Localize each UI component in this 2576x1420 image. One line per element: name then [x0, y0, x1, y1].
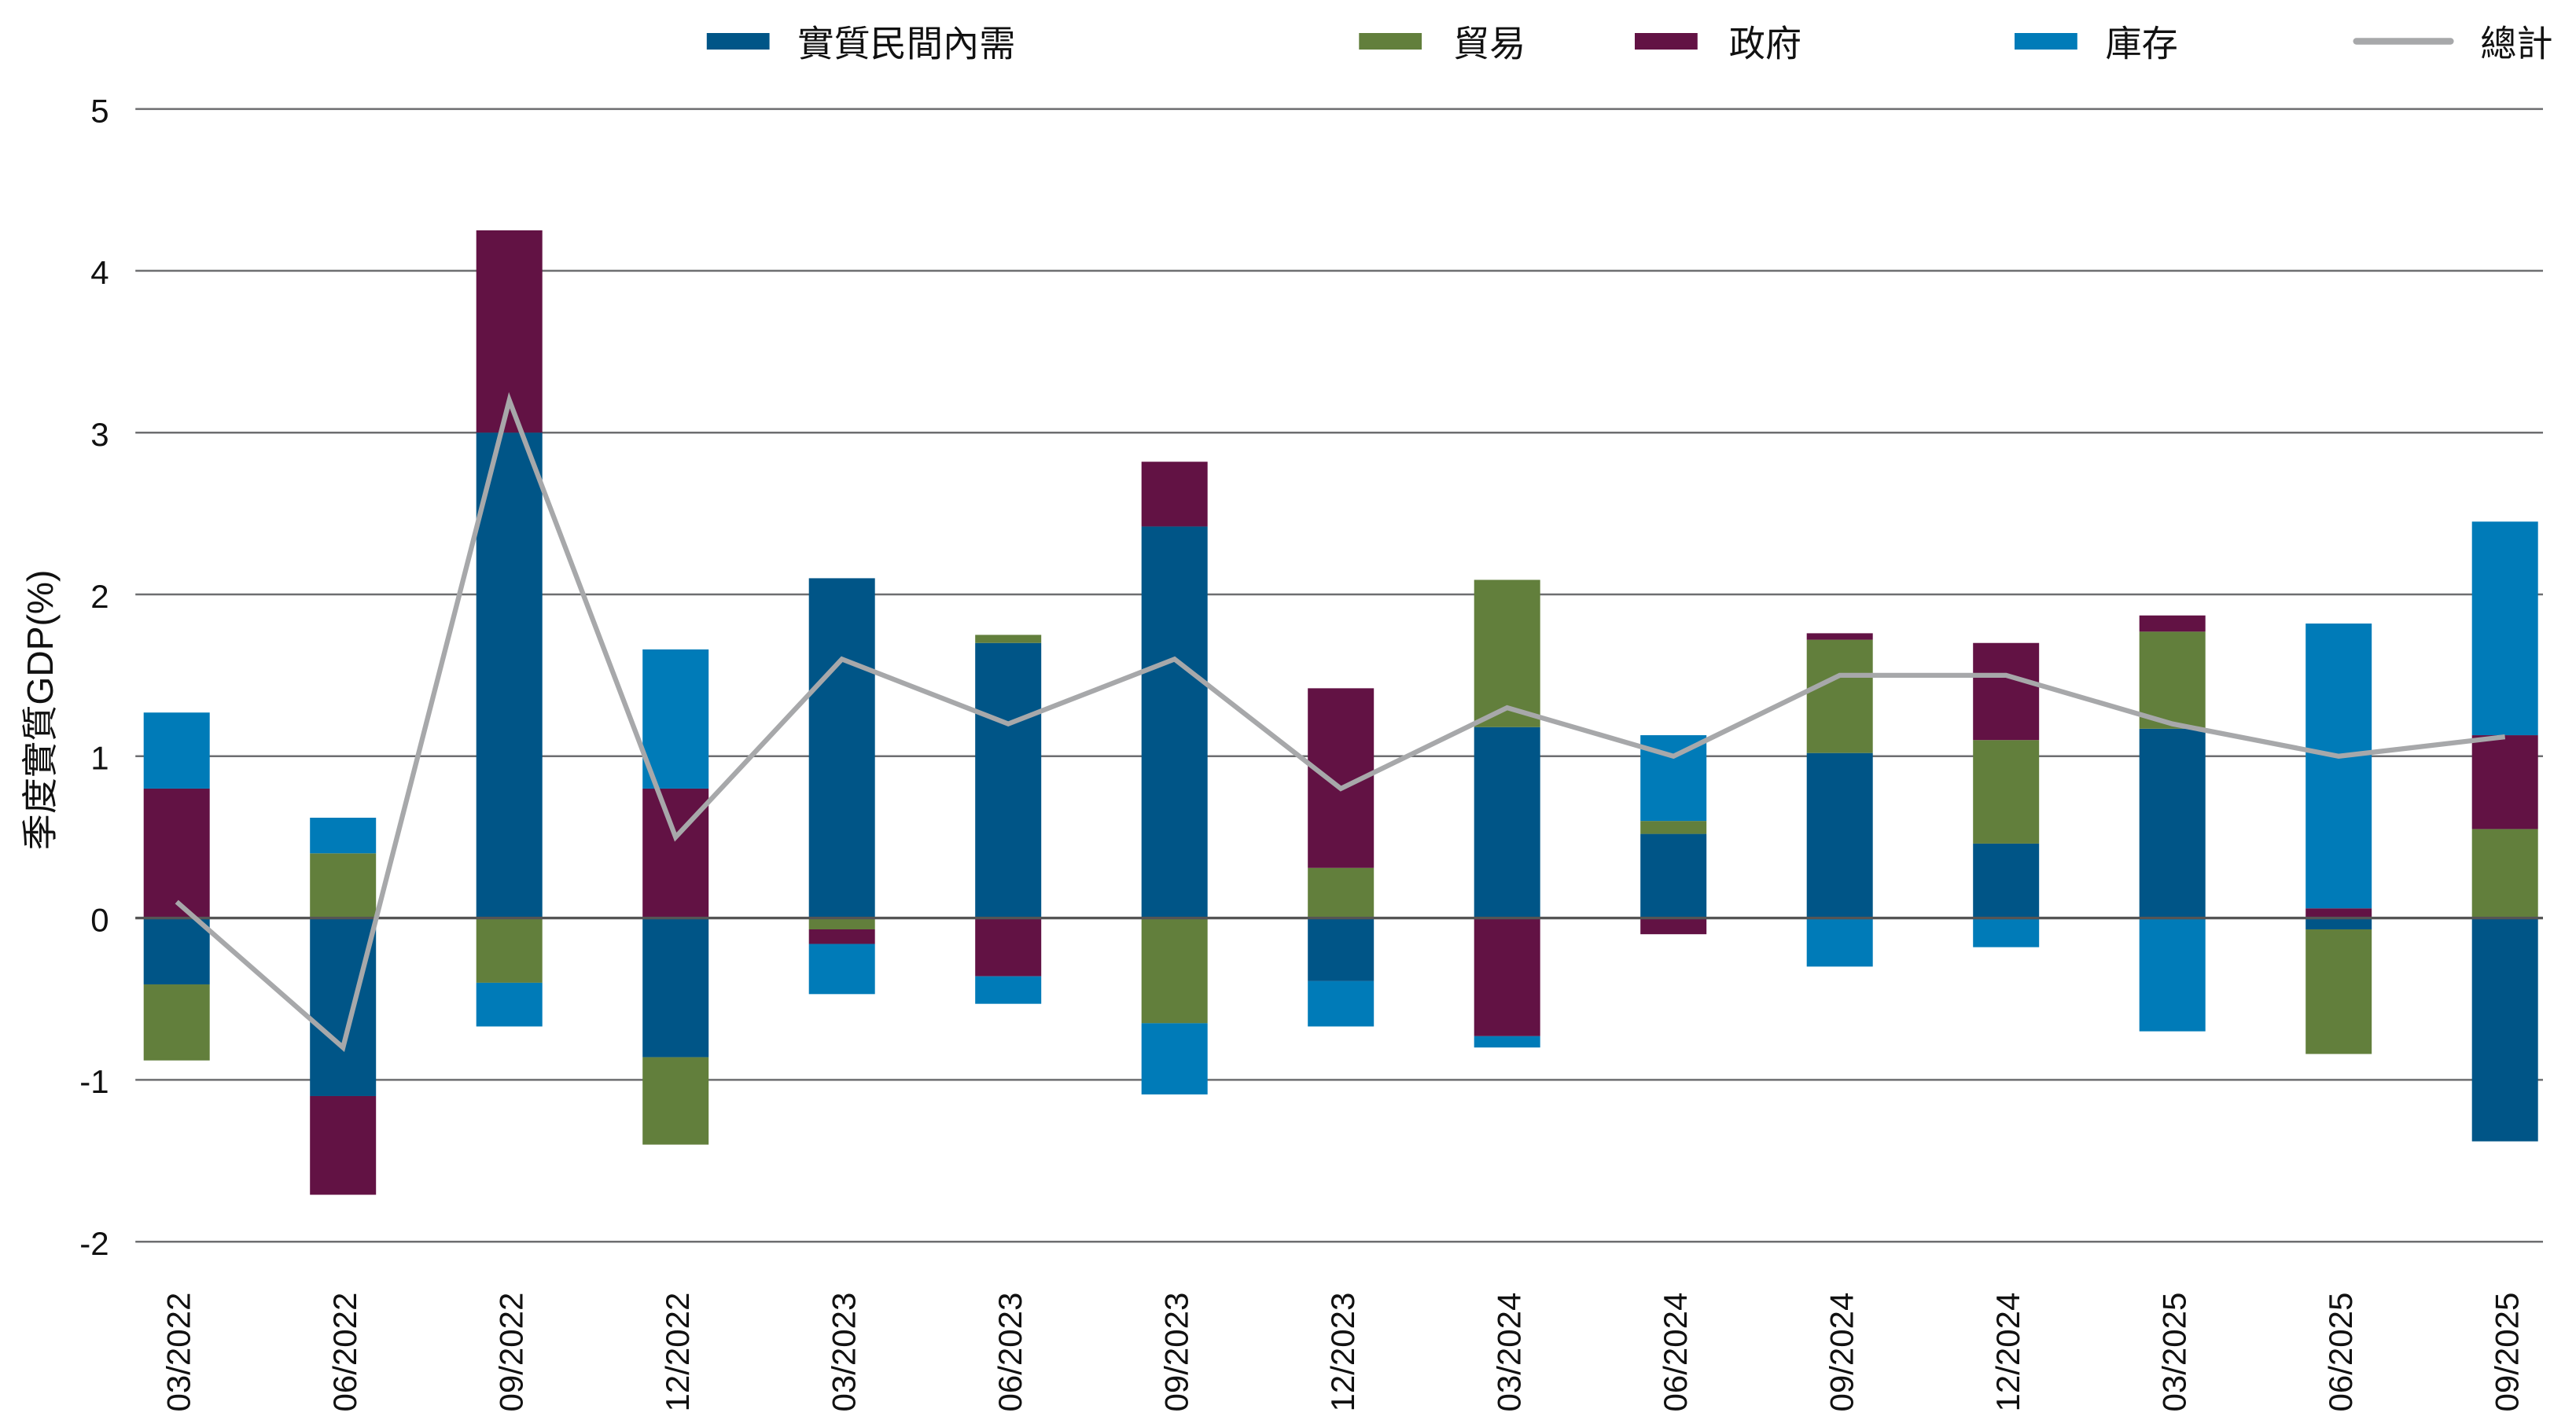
bar-segment — [642, 918, 709, 1058]
bar-segment — [2306, 918, 2372, 930]
bar-segment — [2139, 615, 2206, 632]
y-tick-label: 1 — [90, 740, 109, 777]
bar-segment — [1308, 980, 1374, 1027]
legend-label: 政府 — [1729, 23, 1801, 64]
y-axis-title: 季度實質GDP(%) — [20, 570, 61, 851]
bar-segment — [2306, 908, 2372, 918]
bar-segment — [1141, 918, 1208, 1024]
x-tick-label: 06/2024 — [1657, 1293, 1694, 1412]
bar-segment — [1141, 1023, 1208, 1094]
bar-segment — [808, 918, 875, 930]
y-tick-label: 0 — [90, 901, 109, 938]
bar-segment — [975, 918, 1042, 977]
bar-segment — [476, 432, 543, 918]
bar-segment — [1973, 740, 2040, 844]
bar-segment — [1973, 843, 2040, 918]
x-tick-label: 03/2022 — [160, 1293, 197, 1412]
bars — [143, 230, 2538, 1195]
bar-segment — [975, 635, 1042, 643]
bar-segment — [1806, 639, 1873, 753]
bar-segment — [1640, 918, 1707, 935]
bar-segment — [2139, 631, 2206, 729]
total-line — [175, 392, 2506, 1052]
legend-label: 總計 — [2480, 23, 2552, 64]
bar-segment — [1308, 918, 1374, 981]
legend-swatch — [2015, 33, 2077, 50]
bar-segment — [1806, 633, 1873, 640]
legend-swatch — [1635, 33, 1698, 50]
x-tick-label: 09/2024 — [1823, 1293, 1860, 1412]
bar-segment — [2471, 829, 2538, 918]
legend-label: 實質民間內需 — [797, 23, 1015, 64]
bar-segment — [1141, 526, 1208, 918]
bar-segment — [1474, 579, 1540, 727]
bar-segment — [1973, 918, 2040, 947]
bar-segment — [143, 918, 210, 984]
x-tick-label: 06/2022 — [326, 1293, 363, 1412]
y-tick-label: -2 — [79, 1225, 109, 1262]
bar-segment — [476, 918, 543, 983]
bar-segment — [808, 944, 875, 995]
bar-segment — [143, 788, 210, 918]
legend-swatch — [706, 33, 770, 50]
bar-segment — [975, 642, 1042, 918]
x-tick-label: 03/2025 — [2156, 1293, 2193, 1412]
bar-segment — [310, 1095, 377, 1195]
x-tick-label: 09/2025 — [2489, 1293, 2526, 1412]
bar-segment — [2306, 624, 2372, 909]
bar-segment — [310, 818, 377, 854]
bar-segment — [642, 649, 709, 789]
bar-segment — [143, 984, 210, 1061]
y-tick-label: 3 — [90, 416, 109, 453]
bar-segment — [143, 712, 210, 789]
bar-segment — [2471, 521, 2538, 736]
bar-segment — [1474, 727, 1540, 918]
y-tick-label: -1 — [79, 1063, 109, 1100]
y-tick-label: 2 — [90, 578, 109, 615]
bar-segment — [642, 1057, 709, 1145]
x-tick-label: 06/2025 — [2322, 1293, 2359, 1412]
bar-segment — [1474, 1036, 1540, 1048]
y-tick-labels: -2 -1 0 1 2 3 4 5 — [79, 92, 109, 1262]
y-tick-label: 4 — [90, 254, 109, 291]
legend-label: 貿易 — [1453, 23, 1525, 64]
bar-segment — [1640, 821, 1707, 834]
x-tick-label: 06/2023 — [992, 1293, 1029, 1412]
total-line-group — [175, 392, 2506, 1052]
bar-segment — [1474, 918, 1540, 1036]
x-tick-label: 12/2024 — [1989, 1293, 2026, 1412]
bar-segment — [642, 788, 709, 918]
x-tick-labels: 03/2022 06/2022 09/2022 12/2022 03/2023 06/20… — [160, 1293, 2526, 1412]
bar-segment — [1973, 642, 2040, 741]
x-tick-label: 03/2024 — [1491, 1293, 1528, 1412]
bar-segment — [2471, 735, 2538, 830]
x-tick-label: 09/2022 — [492, 1293, 529, 1412]
legend-label: 庫存 — [2106, 23, 2178, 64]
bar-segment — [310, 918, 377, 1096]
bar-segment — [1141, 462, 1208, 527]
bar-segment — [2471, 918, 2538, 1142]
bar-segment — [1806, 752, 1873, 918]
x-tick-label: 12/2023 — [1324, 1293, 1361, 1412]
bar-segment — [2139, 728, 2206, 918]
bar-segment — [1308, 867, 1374, 918]
x-tick-label: 12/2022 — [659, 1293, 696, 1412]
bar-segment — [1806, 918, 1873, 967]
x-tick-label: 03/2023 — [825, 1293, 862, 1412]
bar-segment — [310, 853, 377, 918]
legend-swatch — [1359, 33, 1422, 50]
x-tick-label: 09/2023 — [1158, 1293, 1195, 1412]
legend: 實質民間內需 貿易 政府 庫存 總計 — [706, 23, 2553, 64]
bar-segment — [1640, 833, 1707, 918]
bar-segment — [476, 982, 543, 1027]
bar-segment — [2139, 918, 2206, 1032]
bar-segment — [808, 929, 875, 944]
bar-segment — [2306, 929, 2372, 1054]
bar-segment — [975, 976, 1042, 1004]
y-tick-label: 5 — [90, 92, 109, 129]
bar-segment — [808, 578, 875, 918]
